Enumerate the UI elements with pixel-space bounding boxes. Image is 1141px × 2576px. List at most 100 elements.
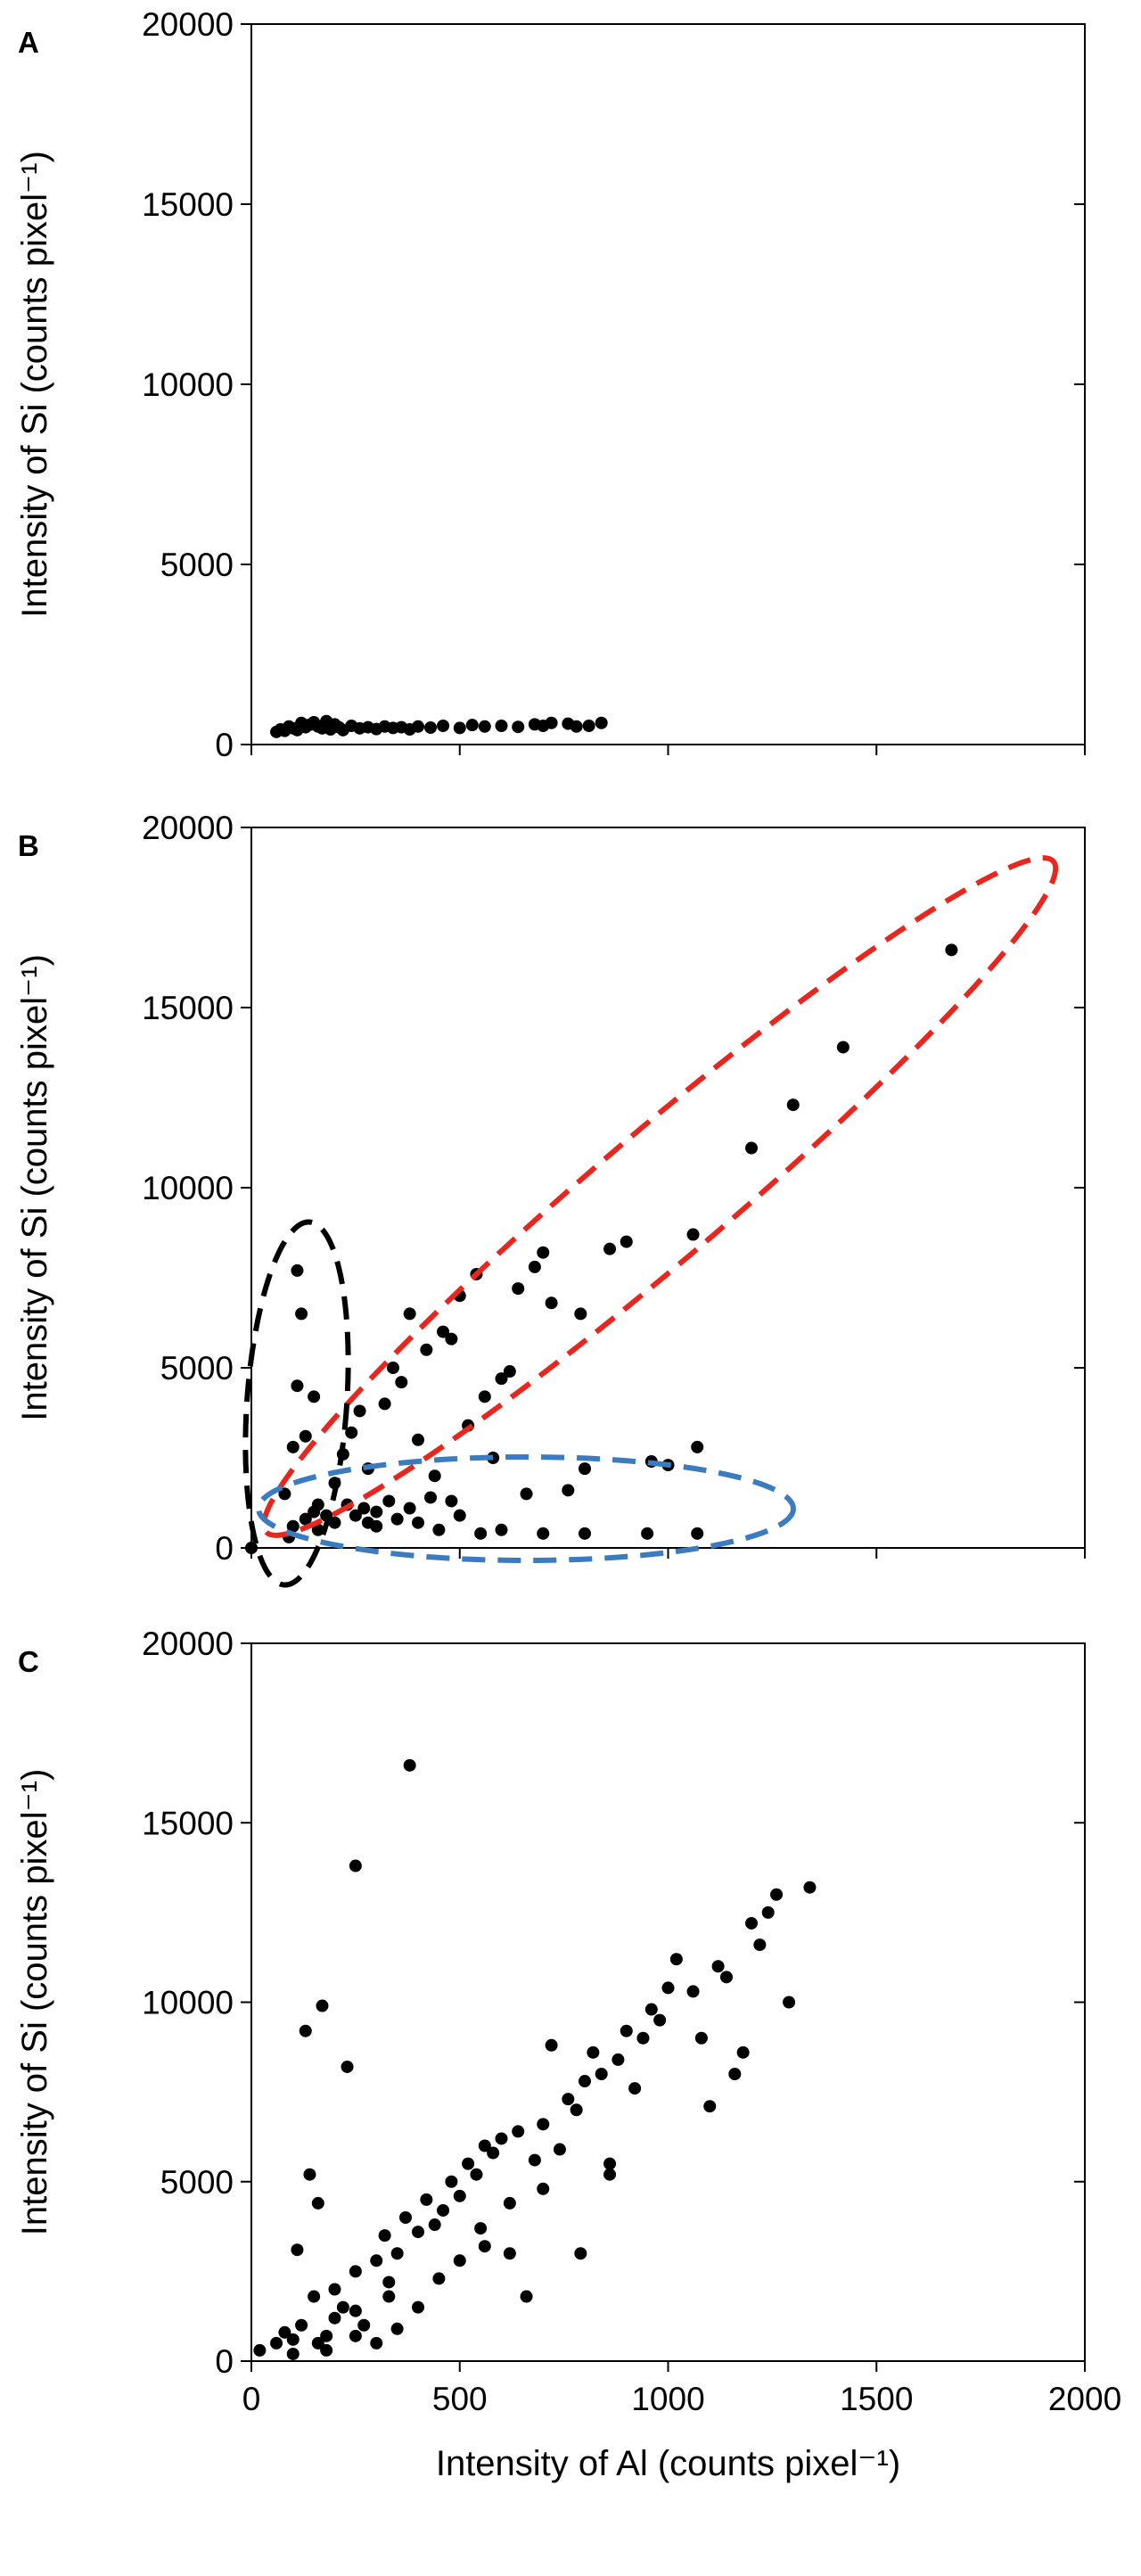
scatter-point <box>537 1527 550 1540</box>
scatter-point <box>620 1235 633 1248</box>
scatter-point <box>291 1263 304 1277</box>
scatter-point <box>432 1523 446 1536</box>
y-tick-label: 10000 <box>142 366 234 403</box>
scatter-point <box>370 2336 383 2350</box>
scatter-point <box>520 1487 533 1501</box>
scatter-point <box>328 2311 341 2325</box>
scatter-point <box>445 2175 458 2188</box>
red-ellipse <box>260 855 1059 1538</box>
scatter-point <box>370 2254 383 2267</box>
scatter-point <box>661 1981 675 1995</box>
scatter-point <box>728 2068 742 2080</box>
scatter-point <box>328 1516 341 1529</box>
scatter-point <box>424 721 438 735</box>
scatter-point <box>786 1099 800 1112</box>
scatter-point <box>495 1523 508 1536</box>
scatter-point <box>453 1509 466 1522</box>
scatter-point <box>420 2193 433 2206</box>
y-tick-label: 0 <box>215 1530 234 1567</box>
scatter-point <box>270 2336 283 2350</box>
y-tick-label: 5000 <box>160 1350 234 1387</box>
scatter-point <box>628 2082 642 2095</box>
scatter-point <box>620 2024 633 2037</box>
scatter-point <box>603 1242 617 1255</box>
scatter-point <box>495 2132 508 2145</box>
scatter-point <box>286 2347 300 2360</box>
scatter-point <box>361 1516 374 1529</box>
blue-ellipse <box>256 1454 796 1563</box>
scatter-point <box>783 1996 796 2009</box>
scatter-point <box>474 1527 488 1540</box>
scatter-point <box>295 2318 308 2332</box>
scatter-point <box>579 2075 591 2088</box>
scatter-point <box>770 1888 784 1901</box>
y-axis-label: Intensity of Si (counts pixel⁻¹) <box>15 151 54 618</box>
scatter-point <box>487 2146 500 2160</box>
scatter-point <box>412 1516 424 1529</box>
black-ellipse <box>242 1219 351 1588</box>
scatter-point <box>803 1881 817 1894</box>
scatter-point <box>562 2093 575 2106</box>
scatter-point <box>428 1469 441 1483</box>
scatter-point <box>403 1307 416 1321</box>
y-axis-label: Intensity of Si (counts pixel⁻¹) <box>15 1769 54 2236</box>
x-tick-label: 2000 <box>1048 2381 1121 2417</box>
scatter-point <box>445 1332 458 1346</box>
scatter-point <box>291 1379 304 1393</box>
scatter-point <box>349 2304 362 2317</box>
scatter-point <box>328 2283 341 2296</box>
scatter-point <box>424 1491 438 1504</box>
scatter-point <box>398 2211 412 2224</box>
scatter-point <box>545 2038 558 2052</box>
scatter-point <box>336 2300 349 2314</box>
y-tick-label: 20000 <box>142 6 234 43</box>
scatter-point <box>253 2343 267 2357</box>
scatter-point <box>311 2336 324 2350</box>
scatter-point <box>745 1916 758 1930</box>
scatter-point <box>320 2329 333 2342</box>
scatter-point <box>299 1512 312 1526</box>
scatter-point <box>299 1429 312 1443</box>
scatter-point <box>603 2157 617 2170</box>
scatter-point <box>320 2343 333 2357</box>
scatter-point <box>520 2290 533 2303</box>
scatter-point <box>574 1307 587 1321</box>
scatter-point <box>503 2196 516 2210</box>
scatter-point <box>403 1502 416 1515</box>
y-tick-label: 20000 <box>142 810 234 846</box>
scatter-point <box>295 1307 308 1321</box>
scatter-point <box>753 1938 767 1952</box>
scatter-point <box>686 1228 700 1241</box>
scatter-point <box>311 2196 324 2210</box>
scatter-point <box>478 1390 491 1403</box>
scatter-point <box>445 1494 458 1508</box>
scatter-point <box>465 719 479 732</box>
scatter-point <box>537 1246 550 1259</box>
scatter-point <box>412 1433 424 1446</box>
scatter-point <box>303 2168 316 2181</box>
scatter-point <box>612 2053 625 2066</box>
scatter-point <box>286 2333 300 2346</box>
scatter-point <box>495 719 508 732</box>
scatter-point <box>587 2045 600 2059</box>
scatter-point <box>528 2153 541 2167</box>
panel: 0 5000 10000 15000 20000 A Intensity of Si (co… <box>15 6 1086 763</box>
scatter-point <box>299 2024 312 2037</box>
scatter-point <box>736 2045 750 2059</box>
scatter-point <box>745 1141 758 1155</box>
scatter-point <box>478 720 491 733</box>
scatter-point <box>582 719 595 732</box>
y-axis-label: Intensity of Si (counts pixel⁻¹) <box>15 954 54 1421</box>
y-tick-label: 15000 <box>142 1805 234 1841</box>
scatter-point <box>349 1859 362 1872</box>
scatter-point <box>316 1999 329 2012</box>
scatter-point <box>291 2243 304 2257</box>
y-tick-label: 10000 <box>142 1985 234 2021</box>
scatter-point <box>345 1426 358 1439</box>
scatter-point <box>286 1440 300 1453</box>
scatter-point <box>945 943 958 957</box>
scatter-point <box>641 1527 654 1540</box>
scatter-point <box>553 2143 566 2156</box>
scatter-point <box>478 2240 491 2253</box>
